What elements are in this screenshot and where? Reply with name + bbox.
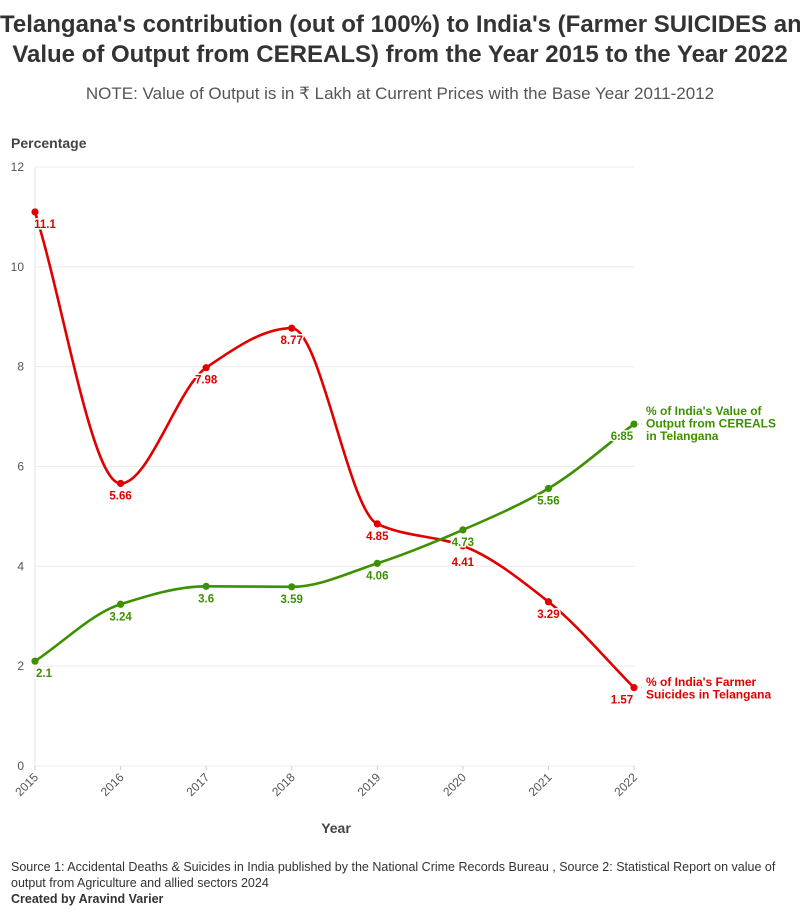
data-label: 11.1 xyxy=(34,219,56,231)
data-point xyxy=(630,420,638,428)
data-label: 7.98 xyxy=(195,375,218,387)
x-tick-label: 2015 xyxy=(12,770,41,799)
data-label: 4.41 xyxy=(452,557,475,569)
data-label: 1.57 xyxy=(611,695,633,707)
x-tick-label: 2019 xyxy=(355,770,384,799)
y-tick-label: 8 xyxy=(17,360,24,374)
data-label: 4.06 xyxy=(366,570,388,582)
source-note: Source 1: Accidental Deaths & Suicides i… xyxy=(11,860,776,890)
data-point xyxy=(459,526,467,534)
y-tick-label: 0 xyxy=(17,759,24,773)
data-point xyxy=(31,208,39,216)
chart-title: Telangana's contribution (out of 100%) t… xyxy=(0,10,800,70)
credit-note: Created by Aravind Varier xyxy=(11,892,164,906)
y-tick-label: 4 xyxy=(17,559,24,573)
chart-title-line-2: Value of Output from CEREALS) from the Y… xyxy=(12,41,788,68)
y-tick-label: 10 xyxy=(11,260,25,274)
data-label: 3.29 xyxy=(537,609,559,621)
data-point xyxy=(116,479,125,488)
series-label-line: % of India's Value of xyxy=(646,404,763,418)
data-label: 8.77 xyxy=(281,335,303,347)
chart-footer: Source 1: Accidental Deaths & Suicides i… xyxy=(11,859,791,907)
x-tick-label: 2016 xyxy=(98,770,127,799)
data-point xyxy=(288,583,296,591)
x-tick-label: 2022 xyxy=(611,770,640,799)
y-axis-title: Percentage xyxy=(11,135,87,151)
data-point xyxy=(31,657,39,665)
data-label: 3.59 xyxy=(281,594,303,606)
data-point xyxy=(544,598,553,606)
data-point xyxy=(288,324,296,332)
data-label: 6.85 xyxy=(611,431,634,443)
data-label: 2.1 xyxy=(36,668,53,680)
data-label: 4.85 xyxy=(366,531,389,543)
data-point xyxy=(630,684,638,692)
data-point xyxy=(202,364,210,372)
data-label: 5.56 xyxy=(537,495,559,507)
data-point xyxy=(202,582,210,590)
series-label-line: in Telangana xyxy=(646,429,719,443)
series-label-line: % of India's Farmer xyxy=(646,675,757,689)
x-axis-title: Year xyxy=(321,820,351,836)
series-label-line: Output from CEREALS xyxy=(646,417,776,431)
y-tick-label: 12 xyxy=(11,160,25,174)
y-tick-label: 2 xyxy=(17,659,24,673)
data-label: 4.73 xyxy=(452,537,474,549)
data-point xyxy=(373,559,381,567)
chart-title-line-1: Telangana's contribution (out of 100%) t… xyxy=(0,11,800,38)
y-tick-label: 6 xyxy=(17,460,24,474)
x-tick-label: 2021 xyxy=(526,770,555,799)
data-label: 3.6 xyxy=(198,593,214,605)
data-point xyxy=(373,520,381,528)
series-line-1 xyxy=(33,210,636,689)
series-line-2 xyxy=(33,422,636,663)
x-tick-label: 2017 xyxy=(183,770,212,799)
data-label: 3.24 xyxy=(109,611,132,623)
x-tick-label: 2018 xyxy=(269,770,298,799)
data-point xyxy=(459,542,467,550)
chart-subtitle: NOTE: Value of Output is in ₹ Lakh at Cu… xyxy=(85,84,715,103)
data-label: 5.66 xyxy=(109,490,131,502)
x-tick-label: 2020 xyxy=(440,770,469,799)
series-label-line: Suicides in Telangana xyxy=(646,688,771,702)
data-point xyxy=(116,600,125,608)
data-point xyxy=(544,484,553,493)
